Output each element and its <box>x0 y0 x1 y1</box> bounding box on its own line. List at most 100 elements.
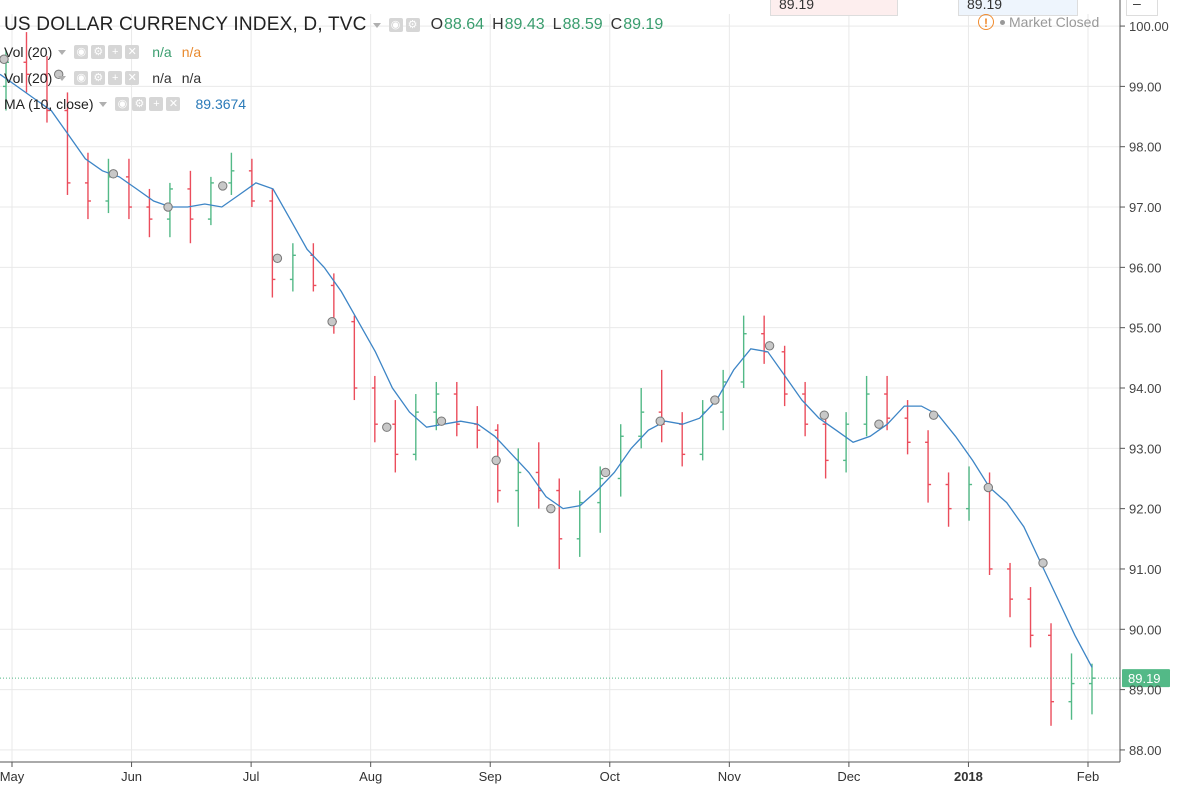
minus-icon[interactable]: – <box>1133 0 1141 11</box>
ohlc-low-key: L <box>552 16 562 33</box>
ohlc-bar <box>1048 623 1055 726</box>
y-tick-label: 89.00 <box>1129 683 1162 698</box>
y-tick-label: 96.00 <box>1129 260 1162 275</box>
chevron-down-icon[interactable] <box>58 49 67 55</box>
ohlc-bar <box>433 381 440 431</box>
ma-marker <box>0 54 9 64</box>
top-price-box-left: 89.19 <box>770 0 898 16</box>
ohlc-bar <box>269 188 276 298</box>
ohlc-bar <box>351 315 358 401</box>
gear-icon[interactable]: ⚙ <box>132 97 147 111</box>
warning-icon[interactable]: ! <box>978 14 994 30</box>
eye-icon[interactable]: ◉ <box>74 71 89 85</box>
chevron-down-icon[interactable] <box>372 22 381 28</box>
indicator-vol-1: Vol (20) ◉ ⚙ + ✕ n/a n/a <box>4 44 201 60</box>
ohlc-bar <box>863 375 870 437</box>
chart-grid <box>0 14 1120 762</box>
eye-icon[interactable]: ◉ <box>115 97 130 111</box>
ohlc-high-value: 89.43 <box>504 16 545 33</box>
y-tick-label: 95.00 <box>1129 321 1162 336</box>
ohlc-bar <box>556 478 563 569</box>
symbol-title[interactable]: US DOLLAR CURRENCY INDEX, D, TVC <box>4 14 367 35</box>
y-tick-label: 91.00 <box>1129 562 1162 577</box>
ma-polyline <box>0 73 1093 668</box>
market-status-label: Market Closed <box>1009 14 1100 30</box>
ma-value: 89.3674 <box>195 96 247 112</box>
indicator-label[interactable]: Vol (20) <box>4 70 53 86</box>
x-tick-label: Sep <box>479 769 502 784</box>
ohlc-bar <box>1068 653 1075 720</box>
gear-icon[interactable]: ⚙ <box>91 71 106 85</box>
ohlc-bar <box>802 381 809 437</box>
x-tick-label: May <box>0 769 25 784</box>
x-tick-label: Aug <box>359 769 382 784</box>
indicator-label[interactable]: MA (10, close) <box>4 96 94 112</box>
eye-icon[interactable]: ◉ <box>388 18 403 32</box>
ohlc-bar <box>412 394 419 461</box>
main-legend: US DOLLAR CURRENCY INDEX, D, TVC ◉ ⚙ O 88… <box>4 14 663 36</box>
ohlc-bar <box>84 152 91 220</box>
ohlc-bar <box>1089 663 1095 715</box>
plus-icon[interactable]: + <box>108 45 123 59</box>
y-tick-label: 98.00 <box>1129 140 1162 155</box>
gear-icon[interactable]: ⚙ <box>91 45 106 59</box>
close-icon[interactable]: ✕ <box>166 97 181 111</box>
y-tick-label: 100.00 <box>1129 19 1169 34</box>
ohlc-bar <box>720 369 727 431</box>
market-status[interactable]: ! Market Closed <box>978 14 1099 30</box>
ohlc-bar <box>146 188 153 238</box>
ohlc-low-value: 88.59 <box>562 16 603 33</box>
ohlc-bar <box>228 152 235 195</box>
ohlc-bar <box>474 406 481 449</box>
ma-marker <box>108 169 119 179</box>
close-icon[interactable]: ✕ <box>125 71 140 85</box>
price-axis: 100.00 99.00 98.00 97.00 96.00 95.00 94.00 93.0… <box>1119 0 1169 762</box>
ohlc-open-key: O <box>430 16 444 33</box>
y-tick-label: 90.00 <box>1129 622 1162 637</box>
ohlc-bar <box>43 56 50 123</box>
ohlc-bar <box>392 400 399 473</box>
x-tick-label: Feb <box>1077 769 1099 784</box>
ma-line <box>0 54 1093 668</box>
indicator-vol-2: Vol (20) ◉ ⚙ + ✕ n/a n/a <box>4 70 201 86</box>
chevron-down-icon[interactable] <box>58 75 67 81</box>
top-collapse-box[interactable]: – <box>1126 0 1158 16</box>
ohlc-bars <box>3 32 1095 726</box>
y-tick-label: 99.00 <box>1129 79 1162 94</box>
ma-marker <box>600 467 611 478</box>
last-price-line: 89.19 <box>0 669 1170 688</box>
ma-marker <box>218 181 228 191</box>
x-tick-label: Jul <box>243 769 260 784</box>
ma-marker <box>928 410 939 420</box>
ohlc-close-value: 89.19 <box>623 16 664 33</box>
eye-icon[interactable]: ◉ <box>74 45 89 59</box>
ohlc-bar <box>1007 562 1014 618</box>
indicator-label[interactable]: Vol (20) <box>4 44 53 60</box>
ma-marker <box>874 419 884 429</box>
ohlc-bar <box>515 448 522 527</box>
plus-icon[interactable]: + <box>149 97 164 111</box>
x-tick-label: Oct <box>600 769 621 784</box>
close-icon[interactable]: ✕ <box>125 45 140 59</box>
gear-icon[interactable]: ⚙ <box>405 18 420 32</box>
chevron-down-icon[interactable] <box>99 101 108 107</box>
ma-marker <box>436 416 447 426</box>
ohlc-open-value: 88.64 <box>444 16 485 33</box>
ma-marker <box>819 410 829 420</box>
top-price-box-right: 89.19 <box>958 0 1078 16</box>
plus-icon[interactable]: + <box>108 71 123 85</box>
ma-marker <box>163 202 173 212</box>
ma-marker <box>655 416 665 426</box>
ohlc-bar <box>23 32 30 93</box>
ohlc-bar <box>925 430 932 503</box>
ohlc-bar <box>289 243 296 292</box>
indicator-value-2: n/a <box>181 44 202 60</box>
ohlc-bar <box>1027 587 1034 648</box>
ohlc-bar <box>945 472 952 527</box>
indicator-value-1: n/a <box>152 70 172 86</box>
ma-marker <box>382 422 392 432</box>
y-tick-label: 97.00 <box>1129 200 1162 215</box>
ohlc-bar <box>617 424 624 497</box>
x-tick-label: 2018 <box>954 769 983 784</box>
